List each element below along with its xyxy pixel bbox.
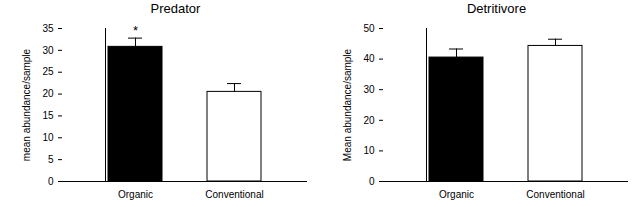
svg-text:30: 30 <box>42 45 54 56</box>
svg-text:15: 15 <box>42 110 54 121</box>
svg-text:20: 20 <box>363 115 375 126</box>
svg-text:25: 25 <box>42 66 54 77</box>
svg-text:Conventional: Conventional <box>205 189 263 200</box>
html-text:Detritivore: Detritivore <box>466 1 527 16</box>
svg-text:0: 0 <box>369 176 375 187</box>
svg-text:5: 5 <box>48 154 54 165</box>
html-text:Predator: Predator <box>150 1 201 16</box>
svg-text:50: 50 <box>363 23 375 34</box>
svg-text:Organic: Organic <box>439 189 474 200</box>
svg-text:10: 10 <box>42 132 54 143</box>
svg-text:30: 30 <box>363 84 375 95</box>
svg-text:35: 35 <box>42 23 54 34</box>
svg-text:10: 10 <box>363 145 375 156</box>
svg-text:40: 40 <box>363 53 375 64</box>
svg-text:Mean abundance/sample: Mean abundance/sample <box>342 48 353 161</box>
svg-text:*: * <box>133 23 138 38</box>
svg-text:0: 0 <box>48 176 54 187</box>
svg-text:mean abundance/sample: mean abundance/sample <box>21 48 32 161</box>
svg-text:Conventional: Conventional <box>526 189 584 200</box>
svg-text:Organic: Organic <box>118 189 153 200</box>
svg-text:20: 20 <box>42 88 54 99</box>
